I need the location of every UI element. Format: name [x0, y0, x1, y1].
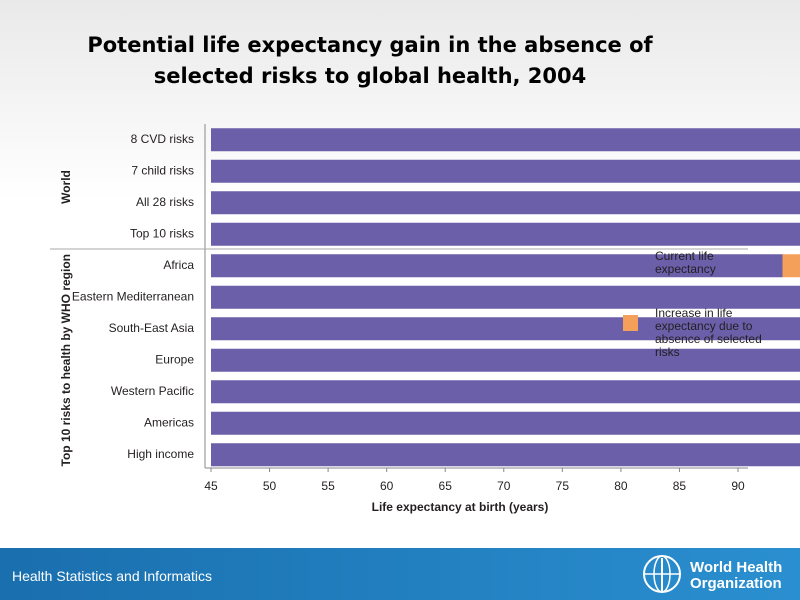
- bar-segment: [211, 348, 800, 372]
- bar-segment: [211, 317, 800, 341]
- y-tick-label: 8 CVD risks: [131, 132, 194, 146]
- legend-label: Increase in life expectancy due to absen…: [655, 306, 762, 359]
- logo-line: Organization: [690, 575, 782, 592]
- y-tick-label: Africa: [163, 258, 194, 272]
- group-label: World: [59, 170, 73, 204]
- who-logo: [643, 555, 681, 593]
- bar-segment: [782, 254, 800, 278]
- y-tick-label: All 28 risks: [136, 195, 194, 209]
- x-tick-label: 50: [263, 479, 277, 493]
- x-tick-label: 75: [556, 479, 570, 493]
- footer-text: Health Statistics and Informatics: [12, 568, 212, 584]
- x-tick-label: 45: [204, 479, 218, 493]
- bar-segment: [211, 159, 800, 183]
- logo-text: World Health Organization: [690, 560, 782, 592]
- bar-segment: [211, 411, 800, 435]
- bar-segment: [211, 191, 800, 215]
- chart: 45 50 55 60 65 70 75 80 85 90 Life expectancy at b…: [50, 124, 800, 514]
- y-tick-label: Western Pacific: [111, 384, 194, 398]
- chart-title: Potential life expectancy gain in the ab…: [87, 33, 653, 88]
- x-tick-label: 90: [731, 479, 745, 493]
- x-axis-label: Life expectancy at birth (years): [372, 500, 549, 514]
- y-tick-label: Europe: [155, 352, 194, 366]
- y-tick-label: South-East Asia: [109, 321, 195, 335]
- legend-swatch: [623, 315, 638, 331]
- x-tick-label: 60: [380, 479, 394, 493]
- bar-segment: [211, 443, 800, 467]
- y-tick-label: High income: [127, 447, 194, 461]
- x-tick-label: 85: [673, 479, 687, 493]
- x-tick-label: 70: [497, 479, 511, 493]
- group-label: Top 10 risks to health by WHO region: [59, 254, 73, 466]
- y-tick-label: Americas: [144, 415, 194, 429]
- y-tick-label: 7 child risks: [131, 163, 194, 177]
- bar-segment: [211, 222, 800, 246]
- legend-swatch: [623, 258, 638, 274]
- legend-label: Current life expectancy: [655, 249, 716, 276]
- bar-segment: [211, 380, 800, 404]
- y-tick-label: Top 10 risks: [130, 226, 194, 240]
- logo-line: World Health: [690, 559, 783, 576]
- x-tick-label: 65: [439, 479, 453, 493]
- bar-segment: [211, 254, 783, 278]
- footer: Health Statistics and Informatics World …: [0, 548, 800, 600]
- bar-segment: [211, 285, 800, 309]
- x-tick-label: 80: [614, 479, 628, 493]
- x-tick-label: 55: [321, 479, 335, 493]
- bar-segment: [211, 128, 800, 152]
- y-tick-label: Eastern Mediterranean: [72, 289, 194, 303]
